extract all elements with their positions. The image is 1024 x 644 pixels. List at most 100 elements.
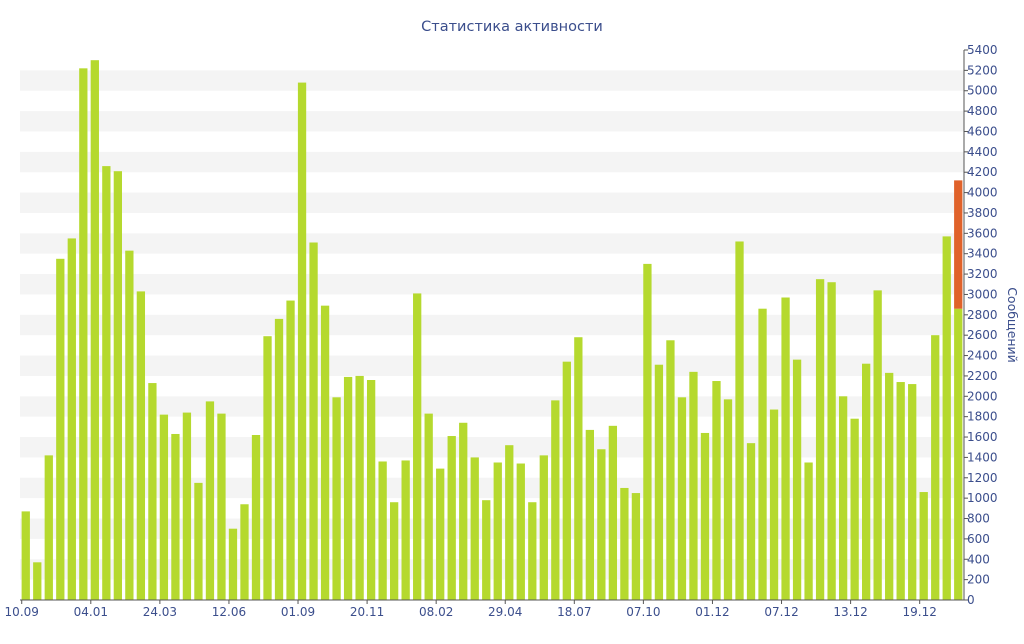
bar[interactable]: [297, 82, 307, 601]
bar[interactable]: [436, 468, 445, 600]
bar[interactable]: [666, 340, 675, 600]
bar[interactable]: [148, 383, 157, 600]
bar[interactable]: [608, 425, 618, 600]
bar[interactable]: [79, 68, 88, 600]
bar[interactable]: [804, 462, 813, 601]
bar[interactable]: [263, 336, 272, 600]
x-tick-label: 13.12: [833, 605, 867, 619]
bar[interactable]: [735, 241, 744, 601]
bar[interactable]: [390, 502, 399, 600]
grid-band: [20, 192, 964, 213]
bar[interactable]: [182, 412, 192, 600]
bar[interactable]: [654, 364, 664, 600]
x-tick-label: 07.12: [764, 605, 798, 619]
bar[interactable]: [516, 463, 525, 600]
bar-highlight[interactable]: [954, 180, 963, 309]
bar[interactable]: [228, 528, 238, 600]
bar[interactable]: [620, 487, 629, 600]
bar[interactable]: [125, 250, 134, 600]
bar[interactable]: [597, 449, 606, 600]
x-tick-label: 12.06: [212, 605, 246, 619]
bar[interactable]: [470, 457, 479, 600]
bar[interactable]: [712, 381, 721, 600]
bar[interactable]: [401, 460, 410, 600]
bar[interactable]: [113, 171, 122, 600]
bar[interactable]: [413, 293, 422, 600]
bar[interactable]: [885, 372, 894, 600]
bar[interactable]: [562, 361, 571, 600]
bar[interactable]: [505, 445, 514, 600]
bar[interactable]: [355, 375, 364, 600]
y-tick-label: 3400: [967, 247, 998, 261]
bar[interactable]: [896, 382, 905, 600]
bar[interactable]: [217, 413, 226, 600]
bar[interactable]: [286, 300, 295, 600]
bar[interactable]: [21, 511, 30, 600]
y-tick-label: 600: [967, 532, 990, 546]
bar[interactable]: [378, 461, 387, 600]
bar[interactable]: [781, 297, 790, 601]
bar[interactable]: [631, 493, 641, 600]
bar[interactable]: [827, 282, 836, 600]
bar[interactable]: [723, 399, 733, 600]
bar[interactable]: [205, 401, 215, 600]
bar[interactable]: [942, 236, 951, 600]
bar[interactable]: [424, 413, 433, 600]
bar[interactable]: [873, 290, 882, 600]
x-tick-label: 08.02: [419, 605, 453, 619]
y-tick-label: 3600: [967, 226, 998, 240]
bar[interactable]: [320, 305, 330, 600]
bar[interactable]: [366, 380, 376, 600]
bar[interactable]: [136, 291, 146, 600]
bar[interactable]: [643, 263, 652, 600]
bar[interactable]: [677, 397, 687, 600]
bar[interactable]: [908, 384, 917, 600]
bar[interactable]: [585, 429, 594, 600]
bar[interactable]: [33, 562, 42, 600]
bar[interactable]: [850, 418, 859, 600]
bar[interactable]: [171, 433, 180, 600]
bar[interactable]: [919, 492, 928, 600]
bar[interactable]: [44, 455, 53, 600]
bar[interactable]: [102, 166, 111, 601]
bar[interactable]: [56, 258, 65, 600]
bar[interactable]: [792, 359, 802, 600]
y-axis: 0 200 400 600 800 1000 1200 1400 1600 1800 2000 220…: [963, 43, 998, 607]
bar[interactable]: [528, 502, 537, 600]
bar[interactable]: [251, 435, 261, 600]
bar[interactable]: [240, 504, 249, 600]
bar[interactable]: [931, 335, 940, 600]
bar[interactable]: [769, 409, 779, 600]
bar[interactable]: [493, 462, 502, 601]
y-tick-label: 4400: [967, 145, 998, 159]
bar[interactable]: [838, 396, 848, 600]
bar[interactable]: [194, 482, 203, 600]
y-tick-label: 3000: [967, 287, 998, 301]
bar[interactable]: [447, 436, 456, 600]
bar[interactable]: [689, 371, 698, 600]
bar[interactable]: [159, 414, 169, 600]
bar[interactable]: [551, 400, 560, 600]
bar[interactable]: [332, 397, 341, 600]
y-tick-label: 1200: [967, 471, 998, 485]
bar[interactable]: [67, 238, 76, 600]
y-tick-label: 1600: [967, 430, 998, 444]
bar[interactable]: [574, 337, 583, 600]
bar[interactable]: [274, 318, 284, 600]
bar[interactable]: [309, 242, 318, 601]
y-tick-label: 3800: [967, 206, 998, 220]
grid-band: [20, 233, 964, 254]
bar[interactable]: [539, 455, 548, 600]
bar[interactable]: [758, 308, 767, 600]
bar[interactable]: [700, 432, 710, 600]
bar[interactable]: [90, 60, 99, 600]
bar[interactable]: [343, 376, 353, 600]
x-tick-label: 20.11: [350, 605, 384, 619]
bar[interactable]: [862, 363, 871, 600]
bar[interactable]: [746, 443, 756, 600]
bar[interactable]: [482, 500, 491, 600]
bar[interactable]: [459, 422, 468, 600]
bar[interactable]: [954, 308, 963, 600]
bar[interactable]: [815, 279, 825, 600]
